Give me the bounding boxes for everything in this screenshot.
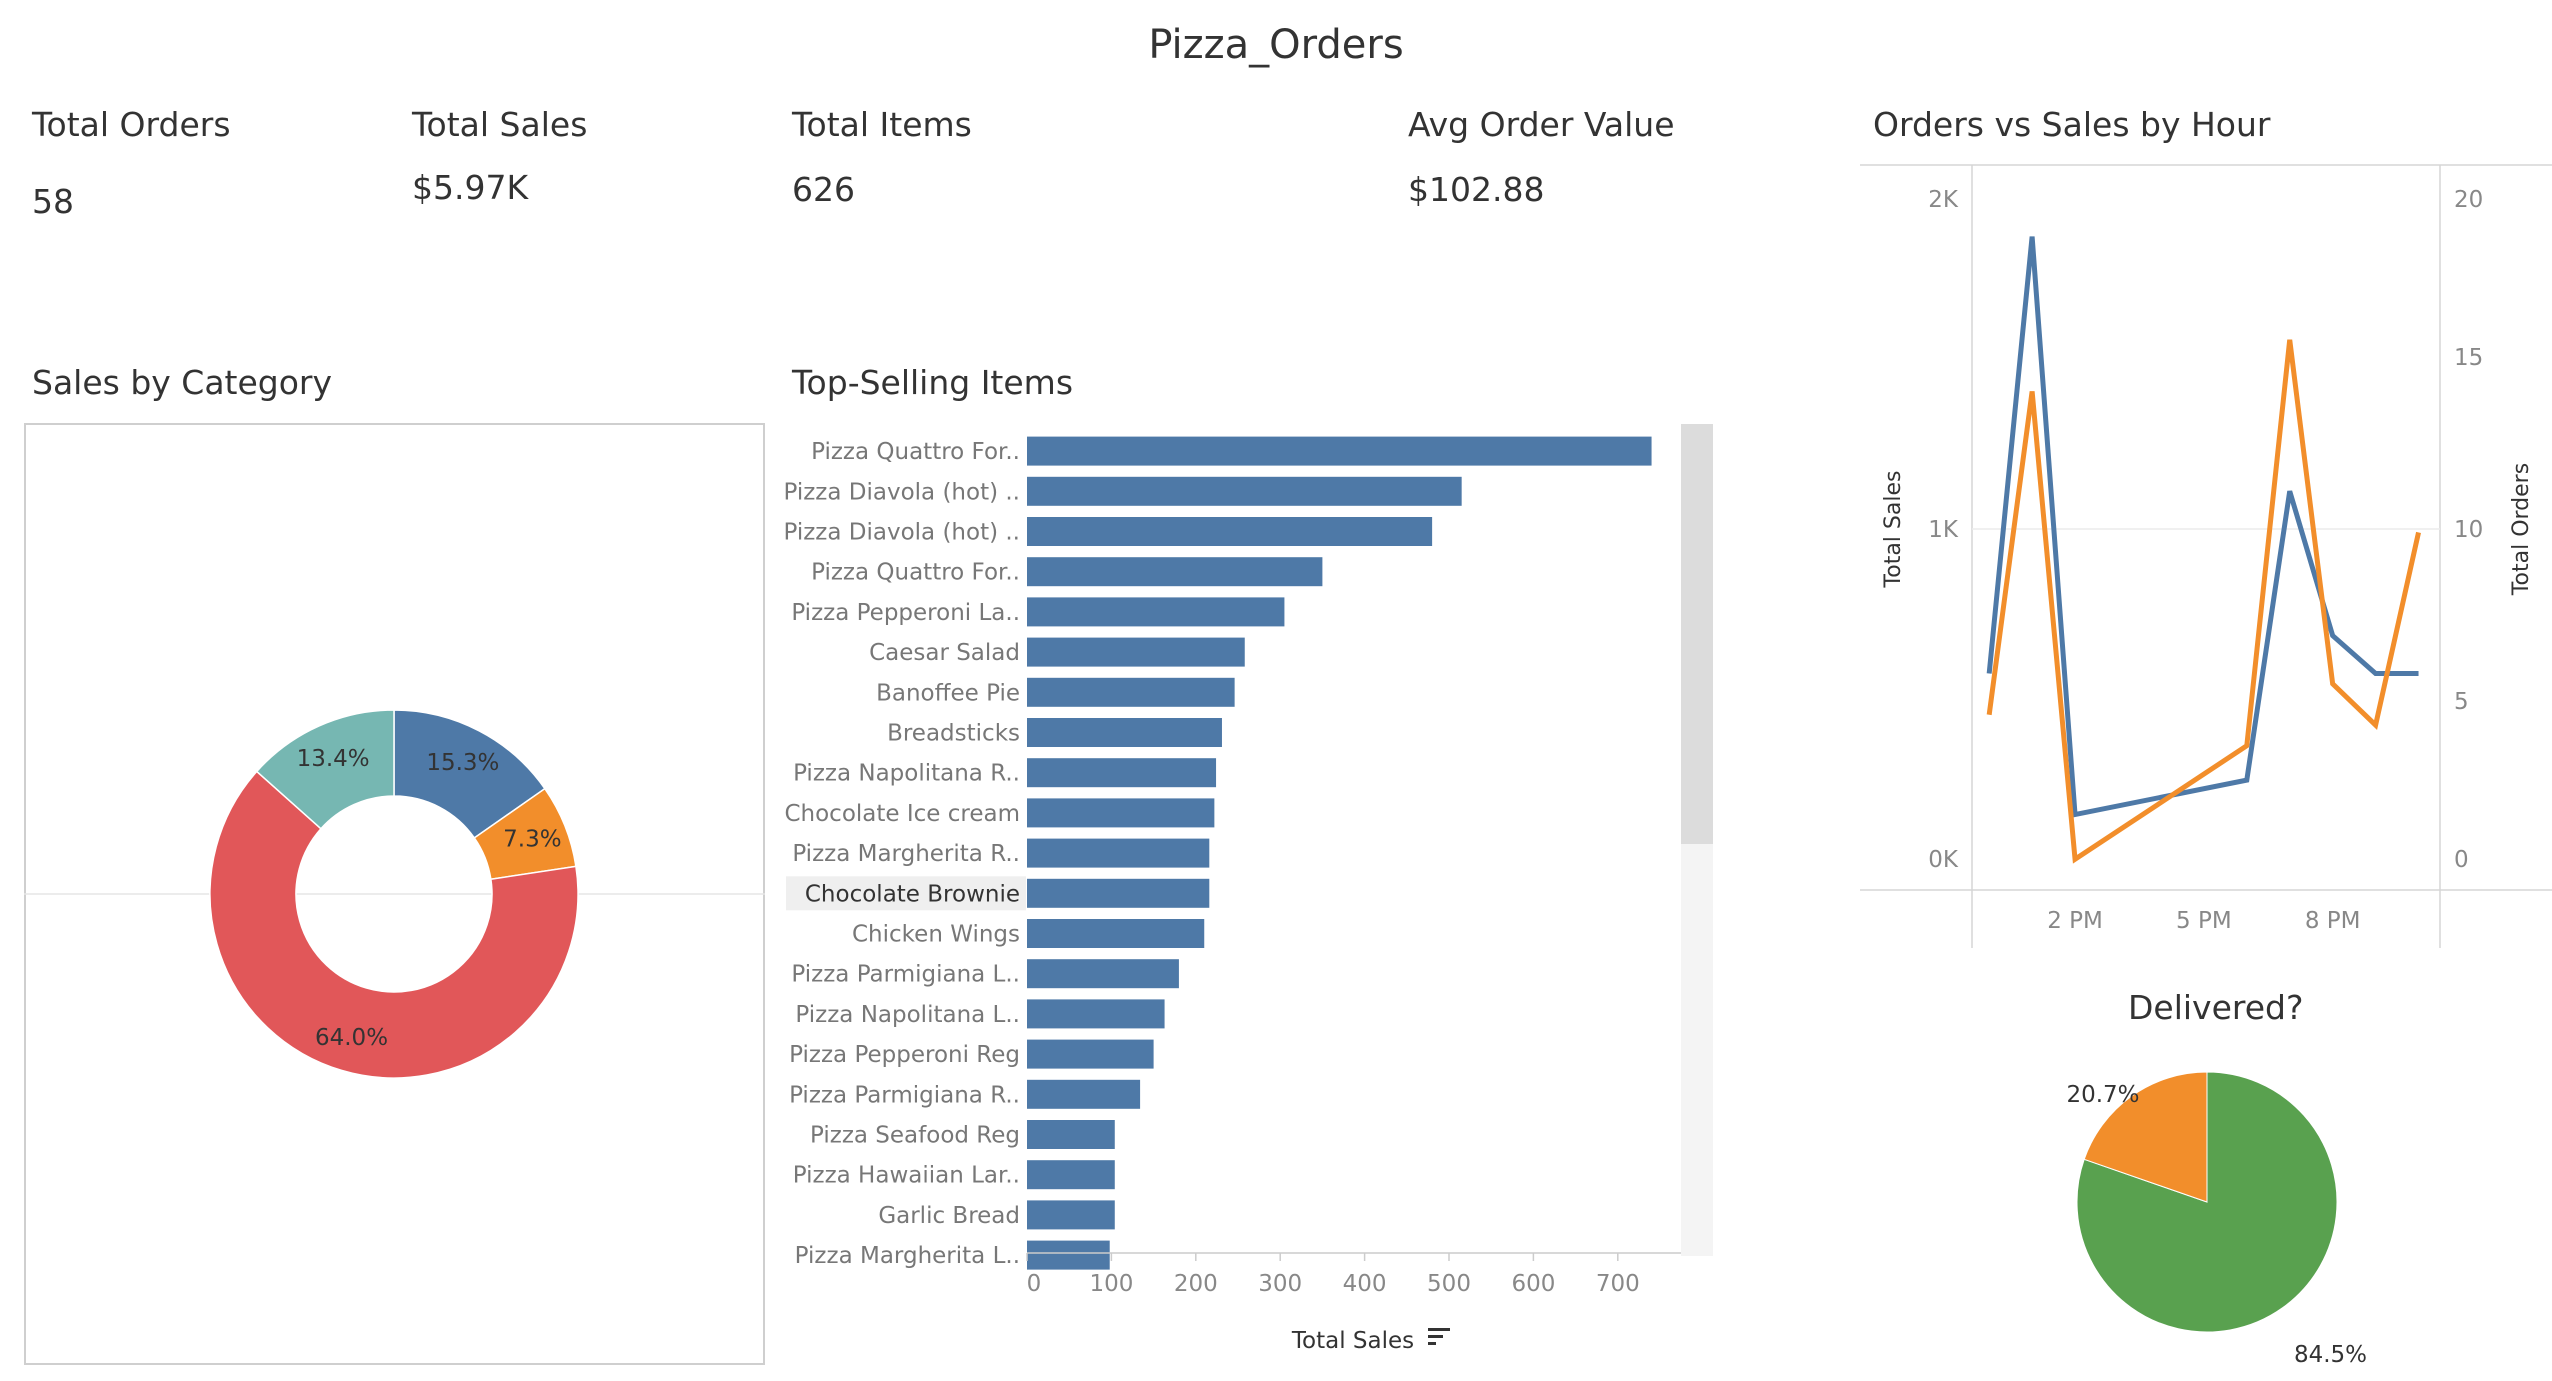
bar-category-label: Caesar Salad: [869, 640, 1020, 666]
bar-category-label: Chicken Wings: [852, 922, 1020, 948]
bar[interactable]: [1027, 1160, 1115, 1190]
bar-category-label: Chocolate Ice cream: [784, 801, 1020, 827]
kpi-avg-order-value-label: Avg Order Value: [1408, 105, 1675, 144]
x-tick-label: 5 PM: [2176, 908, 2232, 934]
bar-category-label: Pizza Hawaiian Lar..: [793, 1163, 1020, 1189]
kpi-total-items-value: 626: [792, 170, 855, 209]
x-axis-title: Total Sales: [1291, 1328, 1414, 1354]
bar[interactable]: [1027, 476, 1462, 506]
right-tick-label: 20: [2454, 187, 2483, 213]
x-tick-label: 500: [1427, 1271, 1471, 1297]
bar-category-label: Pizza Pepperoni La..: [791, 600, 1020, 626]
sort-icon[interactable]: [1428, 1342, 1436, 1345]
top-selling-items-chart: Pizza Quattro For.. Pizza Diavola (hot) .…: [783, 436, 1681, 1354]
kpi-avg-order-value-value: $102.88: [1408, 170, 1545, 209]
x-tick-label: 700: [1596, 1271, 1640, 1297]
bar[interactable]: [1027, 919, 1205, 948]
right-tick-label: 10: [2454, 517, 2483, 543]
total-sales-line[interactable]: [1986, 236, 2419, 818]
bar-category-label: Pizza Diavola (hot) ..: [783, 520, 1020, 546]
bar[interactable]: [1027, 557, 1323, 587]
bar[interactable]: [1027, 517, 1433, 546]
orders-vs-sales-title: Orders vs Sales by Hour: [1873, 105, 2271, 144]
left-tick-label: 0K: [1928, 847, 1959, 873]
sort-icon[interactable]: [1428, 1328, 1450, 1331]
bar-category-label: Pizza Parmigiana R..: [789, 1082, 1020, 1108]
bar[interactable]: [1027, 597, 1285, 627]
sort-icon[interactable]: [1428, 1335, 1443, 1338]
bar[interactable]: [1027, 1039, 1154, 1069]
left-axis-title: Total Sales: [1881, 471, 1906, 589]
sales-by-category-title: Sales by Category: [32, 363, 333, 402]
bar-chart-scrollbar[interactable]: [1681, 424, 1713, 1256]
bar[interactable]: [1027, 758, 1217, 788]
x-tick-label: 300: [1258, 1271, 1302, 1297]
kpi-total-sales-label: Total Sales: [412, 105, 588, 144]
bar[interactable]: [1027, 1120, 1115, 1149]
bar[interactable]: [1027, 798, 1215, 828]
left-tick-label: 2K: [1928, 187, 1959, 213]
pie-slice-label: 84.5%: [2294, 1342, 2367, 1368]
bar-category-label: Pizza Quattro For..: [811, 439, 1020, 465]
donut-slice-label: 13.4%: [297, 746, 370, 772]
delivered-chart: 84.5% 20.7%: [2066, 1071, 2367, 1368]
bar[interactable]: [1027, 1240, 1110, 1270]
highlighted-row-background: [786, 876, 1026, 911]
right-axis-title: Total Orders: [2509, 463, 2534, 596]
kpi-total-orders-label: Total Orders: [32, 105, 231, 144]
bar[interactable]: [1027, 959, 1179, 989]
bar-category-label: Breadsticks: [887, 721, 1020, 747]
bar-category-label: Banoffee Pie: [876, 680, 1020, 706]
total-orders-line[interactable]: [1986, 339, 2421, 864]
left-tick-label: 1K: [1928, 517, 1959, 543]
top-selling-items-title: Top-Selling Items: [792, 363, 1074, 402]
dashboard-title: Pizza_Orders: [1148, 22, 1404, 68]
kpi-total-sales-value: $5.97K: [412, 168, 529, 207]
bar[interactable]: [1027, 838, 1210, 868]
delivered-title: Delivered?: [2128, 988, 2304, 1027]
orders-vs-sales-chart: 0K 1K 2K 0 5 10 15 20 2 PM 5 PM 8 PM Total Sales Tot…: [1860, 164, 2552, 948]
bar[interactable]: [1027, 718, 1222, 747]
pie-slice-label: 20.7%: [2066, 1082, 2139, 1108]
sales-by-category-chart: 15.3% 7.3% 64.0% 13.4%: [24, 709, 765, 1079]
bar-category-label: Pizza Parmigiana L..: [791, 962, 1020, 988]
bar[interactable]: [1027, 1079, 1141, 1109]
bar[interactable]: [1027, 637, 1245, 667]
bar-category-label: Chocolate Brownie: [805, 881, 1020, 907]
x-tick-label: 400: [1343, 1271, 1387, 1297]
x-tick-label: 0: [1027, 1271, 1042, 1297]
x-tick-label: 2 PM: [2047, 908, 2103, 934]
bar[interactable]: [1027, 878, 1210, 908]
donut-slice-label: 64.0%: [315, 1025, 388, 1051]
donut-slice-label: 7.3%: [503, 827, 561, 853]
bar-category-label: Pizza Napolitana L..: [795, 1002, 1020, 1028]
bar-category-label: Pizza Seafood Reg: [810, 1123, 1020, 1149]
donut-slice-label: 15.3%: [426, 750, 499, 776]
bar-category-label: Garlic Bread: [878, 1203, 1020, 1229]
donut-slice[interactable]: [209, 770, 579, 1079]
donut-slice[interactable]: [255, 709, 395, 830]
bar[interactable]: [1027, 677, 1235, 707]
bar[interactable]: [1027, 436, 1652, 466]
bar-category-label: Pizza Margherita L..: [795, 1243, 1020, 1269]
bar-category-label: Pizza Pepperoni Reg: [789, 1042, 1020, 1068]
x-tick-label: 8 PM: [2305, 908, 2361, 934]
pie-slice[interactable]: [2083, 1071, 2208, 1203]
kpi-total-orders-value: 58: [32, 182, 74, 221]
x-tick-label: 100: [1089, 1271, 1133, 1297]
right-tick-label: 15: [2454, 345, 2483, 371]
x-tick-label: 600: [1511, 1271, 1555, 1297]
bar-category-label: Pizza Napolitana R..: [793, 761, 1020, 787]
bar-category-label: Pizza Quattro For..: [811, 560, 1020, 586]
right-tick-label: 0: [2454, 847, 2469, 873]
scrollbar-thumb[interactable]: [1681, 424, 1713, 844]
bar[interactable]: [1027, 1200, 1115, 1230]
bar-category-label: Pizza Diavola (hot) ..: [783, 479, 1020, 505]
right-tick-label: 5: [2454, 689, 2469, 715]
bar-category-label: Pizza Margherita R..: [792, 841, 1020, 867]
x-tick-label: 200: [1174, 1271, 1218, 1297]
bar[interactable]: [1027, 999, 1165, 1029]
kpi-total-items-label: Total Items: [792, 105, 972, 144]
